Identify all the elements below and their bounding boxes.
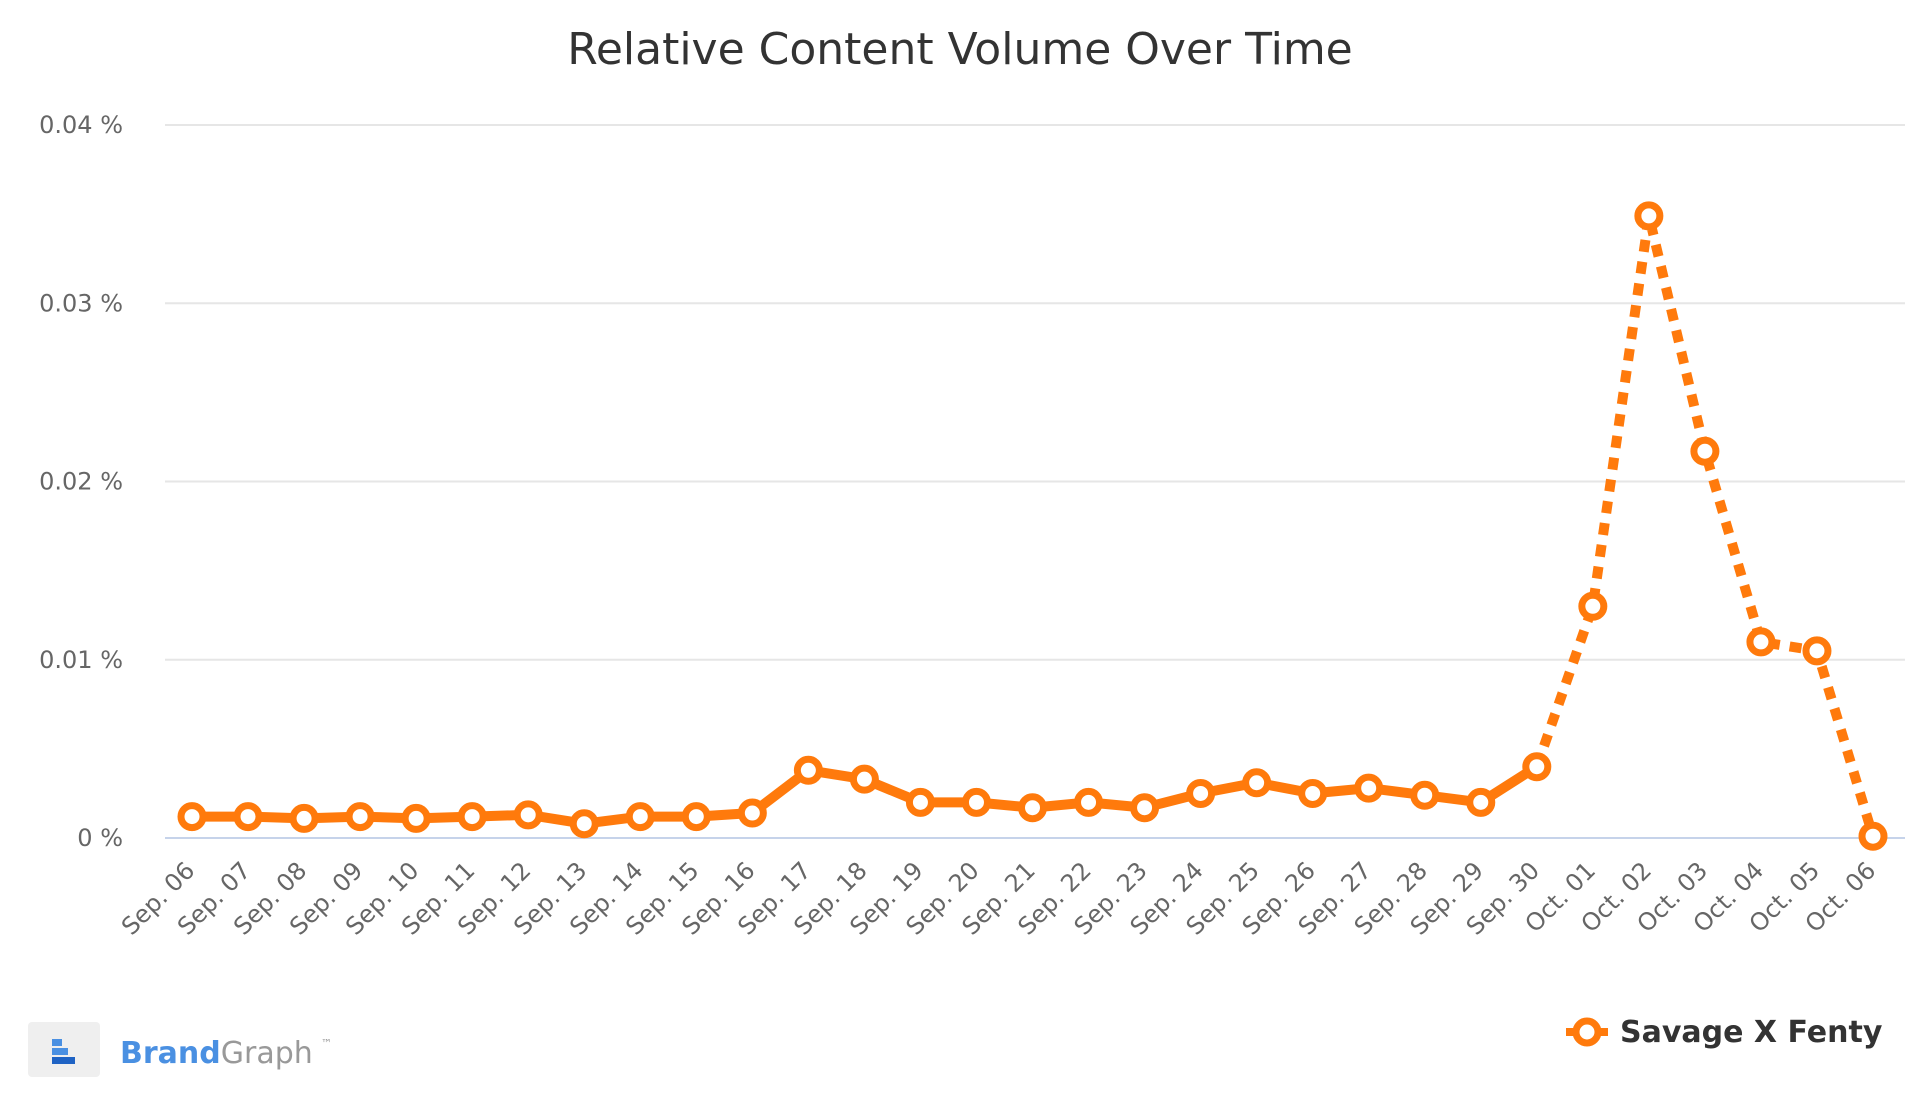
brand-name: BrandGraph xyxy=(120,1036,313,1071)
legend-label: Savage X Fenty xyxy=(1620,1015,1883,1050)
data-point[interactable] xyxy=(1522,752,1552,782)
data-point[interactable] xyxy=(1690,436,1720,466)
data-point[interactable] xyxy=(737,798,767,828)
y-tick-label: 0.04 % xyxy=(39,111,123,139)
data-point[interactable] xyxy=(793,755,823,785)
y-axis-labels: 0.04 % 0.03 % 0.02 % 0.01 % 0 % xyxy=(39,111,123,852)
data-point[interactable] xyxy=(1410,780,1440,810)
data-point[interactable] xyxy=(1634,201,1664,231)
data-point[interactable] xyxy=(569,809,599,839)
data-point[interactable] xyxy=(625,802,655,832)
brand-name-part1: Brand xyxy=(120,1036,221,1071)
y-tick-label: 0 % xyxy=(77,824,123,852)
data-point[interactable] xyxy=(289,803,319,833)
data-point[interactable] xyxy=(1354,773,1384,803)
legend-marker-symbol xyxy=(1572,1017,1602,1047)
data-point[interactable] xyxy=(233,802,263,832)
data-point[interactable] xyxy=(1578,591,1608,621)
series-savage-x-fenty[interactable] xyxy=(177,201,1888,851)
data-point[interactable] xyxy=(513,800,543,830)
y-tick-label: 0.02 % xyxy=(39,468,123,496)
series-line-dashed xyxy=(1532,214,1878,838)
chart-title: Relative Content Volume Over Time xyxy=(567,24,1353,75)
data-point[interactable] xyxy=(1074,787,1104,817)
data-point[interactable] xyxy=(961,787,991,817)
data-point[interactable] xyxy=(345,802,375,832)
grid-lines xyxy=(165,124,1905,839)
brand-trademark: ™ xyxy=(321,1037,332,1050)
y-tick-label: 0.03 % xyxy=(39,289,123,317)
data-point[interactable] xyxy=(1466,787,1496,817)
data-point[interactable] xyxy=(1130,793,1160,823)
data-point[interactable] xyxy=(1186,778,1216,808)
data-point[interactable] xyxy=(1242,768,1272,798)
brandgraph-logo: BrandGraph ™ xyxy=(28,1022,332,1077)
data-point[interactable] xyxy=(457,802,487,832)
brand-name-part2: Graph xyxy=(221,1036,313,1071)
data-point[interactable] xyxy=(1858,821,1888,851)
brand-logo-bar-bottom xyxy=(52,1057,75,1064)
data-point[interactable] xyxy=(1746,627,1776,657)
data-point[interactable] xyxy=(401,803,431,833)
brand-logo-bar-middle xyxy=(52,1048,68,1055)
y-tick-label: 0.01 % xyxy=(39,646,123,674)
data-point[interactable] xyxy=(681,802,711,832)
data-point[interactable] xyxy=(177,802,207,832)
data-point[interactable] xyxy=(1298,778,1328,808)
data-point[interactable] xyxy=(849,764,879,794)
data-point[interactable] xyxy=(905,787,935,817)
data-point[interactable] xyxy=(1802,636,1832,666)
legend[interactable]: Savage X Fenty xyxy=(1566,1015,1883,1050)
brand-logo-bar-top xyxy=(52,1039,62,1046)
data-point[interactable] xyxy=(1018,793,1047,823)
